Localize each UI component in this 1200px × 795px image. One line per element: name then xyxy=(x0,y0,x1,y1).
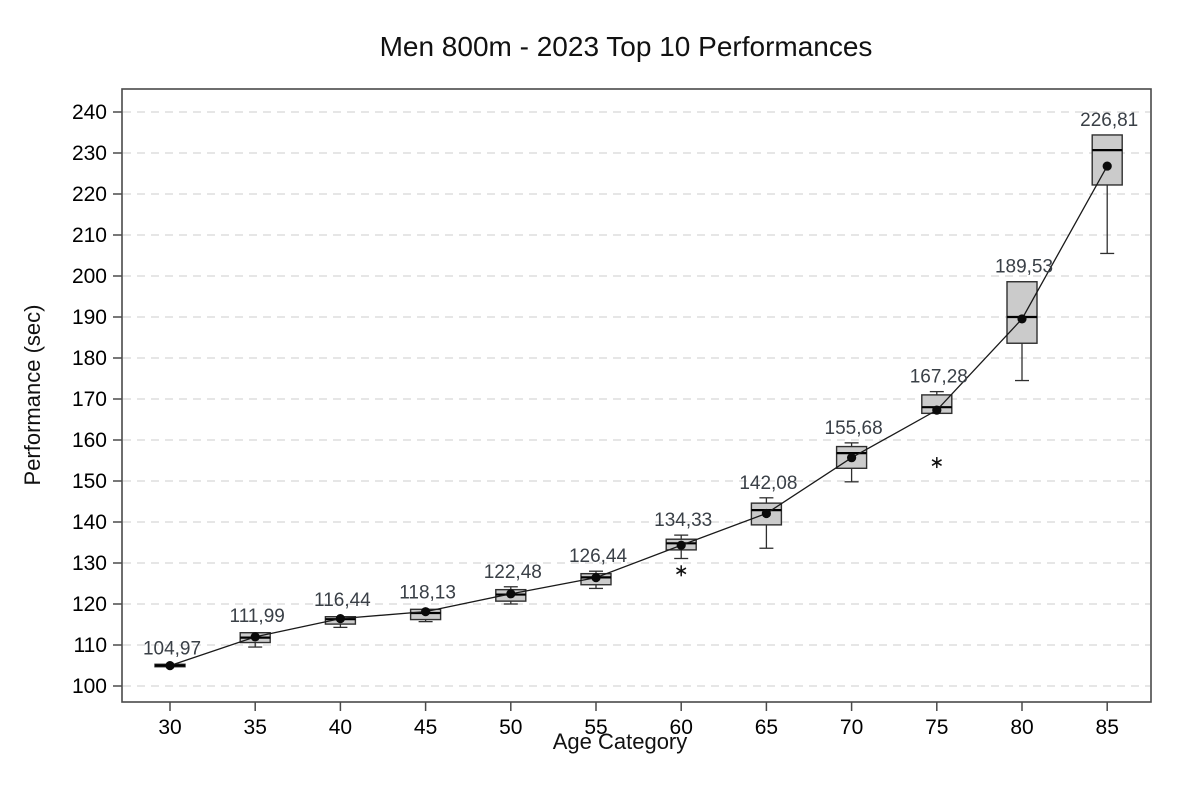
x-tick-label: 45 xyxy=(414,716,437,739)
y-tick-label: 240 xyxy=(72,101,107,124)
value-label: 167,28 xyxy=(910,367,968,388)
y-tick-label: 190 xyxy=(72,306,107,329)
plot-border xyxy=(121,88,1152,703)
mean-point xyxy=(1017,314,1027,324)
value-label: 126,44 xyxy=(569,546,628,567)
mean-point xyxy=(676,540,686,550)
mean-line xyxy=(169,165,1108,667)
outlier-marker xyxy=(676,567,687,575)
x-tick-label: 30 xyxy=(158,716,181,739)
x-tick-label: 40 xyxy=(329,716,352,739)
mean-point xyxy=(591,572,601,583)
y-tick-label: 130 xyxy=(72,552,107,575)
value-label: 111,99 xyxy=(230,606,285,627)
mean-point xyxy=(1102,161,1112,171)
x-tick-label: 60 xyxy=(670,716,693,739)
x-tick-label: 50 xyxy=(499,716,522,739)
mean-point xyxy=(335,613,345,624)
x-tick-label: 35 xyxy=(244,716,267,739)
y-tick-label: 200 xyxy=(72,265,107,288)
mean-point xyxy=(506,589,516,599)
y-tick-label: 170 xyxy=(72,388,107,411)
y-tick-label: 230 xyxy=(72,142,107,165)
box xyxy=(1091,134,1123,186)
mean-point xyxy=(761,508,772,519)
value-label: 142,08 xyxy=(739,473,797,494)
mean-point xyxy=(847,453,857,463)
value-label: 104,97 xyxy=(143,638,201,659)
y-tick-label: 120 xyxy=(72,593,107,616)
y-tick-label: 110 xyxy=(74,634,107,657)
value-label: 189,53 xyxy=(995,257,1053,278)
y-tick-label: 180 xyxy=(72,347,107,370)
y-tick-label: 160 xyxy=(72,429,107,452)
x-tick-label: 75 xyxy=(925,716,948,739)
y-tick-label: 220 xyxy=(72,183,107,206)
x-axis-title: Age Category xyxy=(552,729,688,754)
y-tick-label: 140 xyxy=(72,511,107,534)
value-label: 122,48 xyxy=(484,562,542,583)
x-tick-label: 80 xyxy=(1010,716,1033,739)
x-tick-label: 85 xyxy=(1096,716,1119,739)
y-tick-label: 100 xyxy=(72,675,107,698)
value-label: 134,33 xyxy=(654,510,712,531)
value-label: 155,68 xyxy=(825,418,883,439)
mean-point xyxy=(421,607,431,617)
chart-title: Men 800m - 2023 Top 10 Performances xyxy=(379,31,873,62)
x-tick-label: 55 xyxy=(584,716,607,739)
box xyxy=(1006,281,1038,344)
x-tick-label: 65 xyxy=(755,716,778,739)
mean-point xyxy=(932,405,942,415)
value-label: 226,81 xyxy=(1080,110,1138,131)
mean-point xyxy=(165,661,175,671)
mean-point xyxy=(250,632,260,642)
y-tick-label: 150 xyxy=(72,470,107,493)
outlier-marker xyxy=(931,459,942,466)
y-tick-label: 210 xyxy=(72,224,107,247)
value-label: 116,44 xyxy=(314,590,371,611)
x-tick-label: 70 xyxy=(840,716,863,739)
value-label: 118,13 xyxy=(399,583,456,604)
